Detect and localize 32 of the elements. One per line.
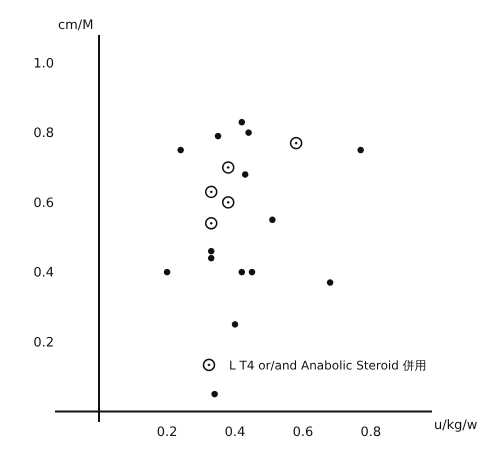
point (242, 171, 248, 178)
point (238, 118, 246, 126)
point (290, 136, 302, 150)
point (204, 217, 218, 230)
point (208, 248, 214, 254)
point (326, 279, 334, 286)
y-tick-label: 0.6 (33, 196, 54, 211)
x-tick-label: 0.2 (156, 425, 178, 440)
point (248, 268, 256, 276)
point (222, 161, 234, 174)
point (357, 146, 364, 154)
x-axis-title: u/kg/w (434, 418, 478, 433)
y-tick-label: 0.2 (33, 335, 54, 350)
y-tick-label: 0.8 (33, 126, 54, 142)
y-tick-label: 1.0 (33, 56, 54, 72)
point (222, 196, 234, 209)
point (177, 146, 184, 154)
point (208, 254, 214, 262)
x-tick-label: 0.8 (360, 425, 382, 440)
point (238, 268, 246, 276)
legend-label: L T4 or/and Anabolic Steroid 併用 (229, 358, 427, 373)
point (164, 268, 170, 276)
point (269, 216, 276, 224)
point (204, 186, 218, 198)
point (211, 390, 218, 398)
y-tick-label: 0.4 (33, 266, 54, 281)
x-tick-label: 0.6 (292, 425, 314, 440)
point (214, 132, 222, 140)
point (245, 129, 252, 136)
y-axis-title: cm/M (58, 18, 94, 33)
point (232, 321, 238, 328)
x-tick-label: 0.4 (224, 425, 246, 440)
